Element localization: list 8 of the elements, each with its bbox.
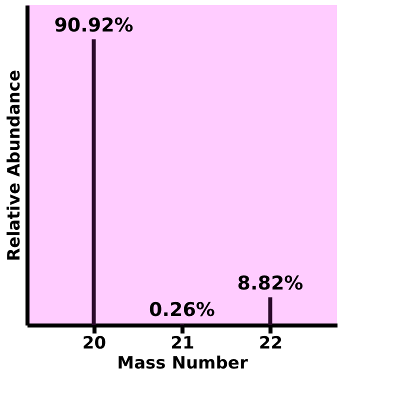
data-label: 90.92%	[54, 14, 134, 36]
data-label: 0.26%	[149, 299, 215, 322]
data-label: 8.82%	[237, 272, 304, 294]
y-axis-title: Relative Abundance	[4, 70, 24, 262]
x-axis-title: Mass Number	[117, 354, 248, 374]
x-tick-label: 21	[170, 334, 194, 354]
x-tick-label: 22	[258, 334, 283, 354]
x-tick-label: 20	[82, 334, 106, 354]
